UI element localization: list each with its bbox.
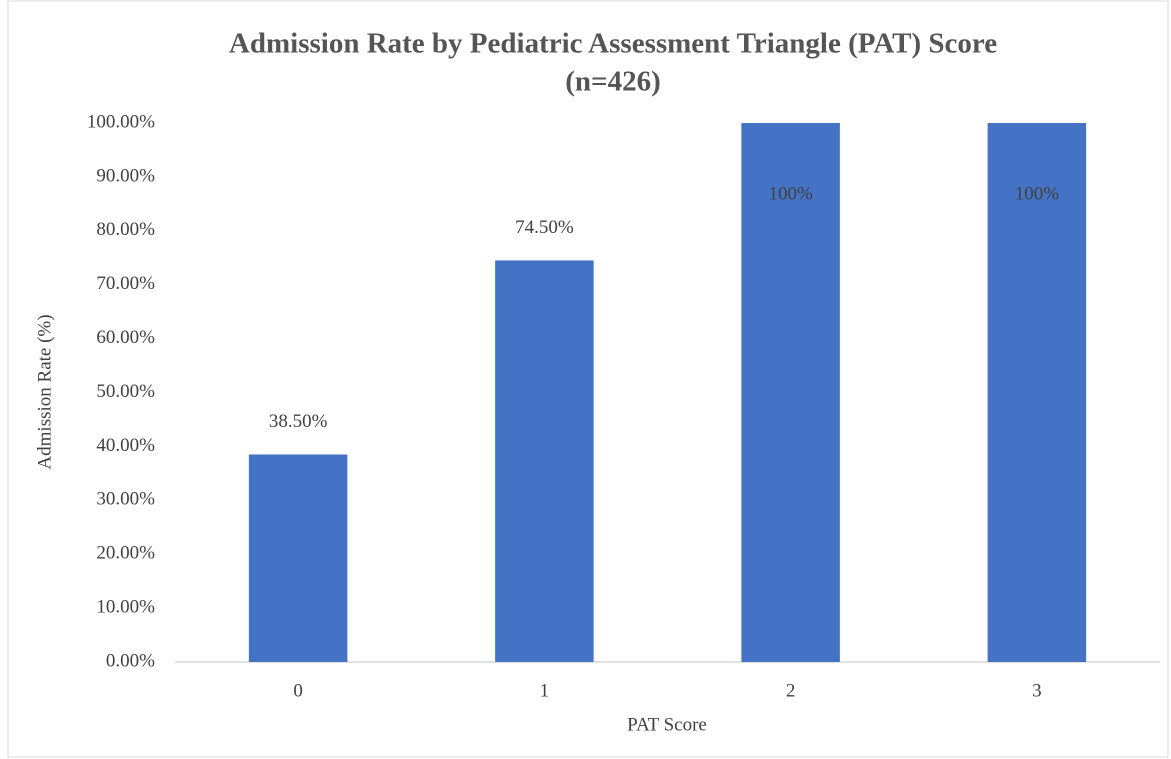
bar xyxy=(741,123,840,662)
x-tick-label: 3 xyxy=(1032,680,1042,701)
x-axis-title: PAT Score xyxy=(627,714,707,735)
y-tick-label: 60.00% xyxy=(96,327,155,348)
data-label: 100% xyxy=(1015,183,1060,204)
data-label: 74.50% xyxy=(515,217,574,238)
bar xyxy=(248,454,348,662)
x-tick-label: 1 xyxy=(540,680,550,701)
y-tick-label: 70.00% xyxy=(96,273,155,294)
y-tick-label: 100.00% xyxy=(87,111,155,132)
chart-subtitle: (n=426) xyxy=(565,66,660,98)
y-tick-label: 40.00% xyxy=(96,435,155,456)
y-tick-label: 0.00% xyxy=(106,650,155,671)
y-tick-label: 30.00% xyxy=(96,489,155,510)
x-tick-label: 0 xyxy=(293,680,303,701)
bar xyxy=(495,260,594,662)
data-label: 38.50% xyxy=(269,411,328,432)
chart-title: Admission Rate by Pediatric Assessment T… xyxy=(229,28,997,60)
x-tick-label: 2 xyxy=(786,680,796,701)
y-axis-title: Admission Rate (%) xyxy=(34,314,55,469)
y-tick-label: 20.00% xyxy=(96,543,155,564)
data-label: 100% xyxy=(768,183,813,204)
bar xyxy=(987,123,1087,662)
y-tick-label: 10.00% xyxy=(96,596,155,617)
y-tick-label: 50.00% xyxy=(96,381,155,402)
y-tick-label: 90.00% xyxy=(96,165,155,186)
y-tick-label: 80.00% xyxy=(96,219,155,240)
